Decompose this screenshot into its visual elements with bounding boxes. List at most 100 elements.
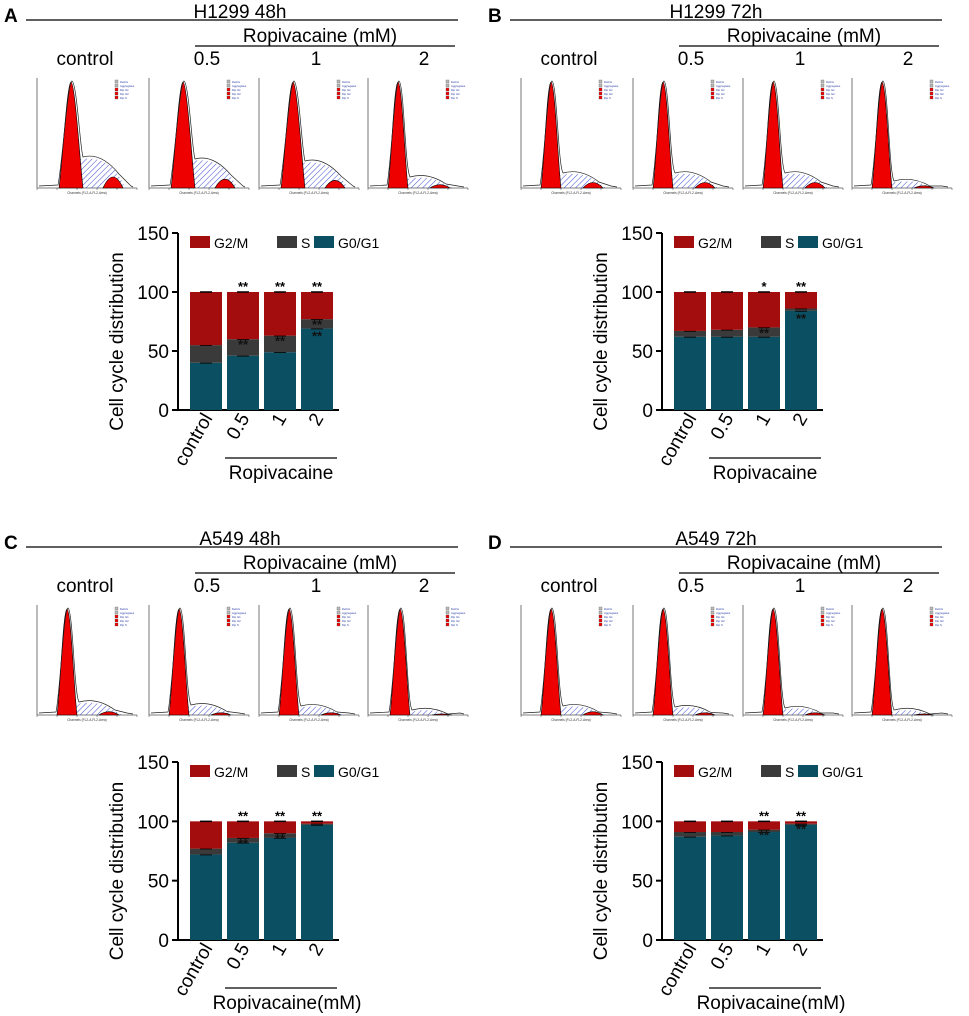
- drug-header: Ropivacaine (mM): [727, 26, 881, 47]
- hist-g2-peak: [913, 185, 935, 189]
- legend-label: S: [785, 235, 794, 251]
- y-tick-label: 0: [158, 401, 169, 422]
- bar-segment: [264, 335, 296, 353]
- hist-legend-swatch: [929, 618, 934, 623]
- legend-swatch: [674, 236, 694, 248]
- hist-outline: [260, 80, 356, 188]
- bar-segment: [674, 336, 706, 410]
- hist-legend-swatch: [598, 91, 603, 96]
- bar-segment: [227, 339, 259, 356]
- bar-segment: [748, 292, 780, 328]
- hist-legend-swatch: [114, 614, 119, 619]
- y-tick-label: 100: [137, 283, 169, 304]
- bar-segment: [674, 832, 706, 837]
- hist-legend-swatch: [445, 87, 450, 92]
- hist-legend-text: Dip S: [604, 96, 611, 100]
- hist-legend-text: Dip G2: [826, 619, 835, 623]
- y-axis-label: Cell cycle distribution: [591, 782, 612, 960]
- significance-mark: **: [275, 831, 286, 846]
- hist-g2-peak: [804, 182, 826, 189]
- bar-segment: [748, 832, 780, 940]
- hist-legend-swatch: [598, 79, 603, 84]
- hist-legend-swatch: [336, 610, 341, 615]
- hist-xlabel: Channels (FL2-A-FL2-Area): [289, 718, 329, 722]
- hist-outline: [744, 80, 840, 188]
- hist-label-conc: 2: [419, 49, 430, 70]
- hist-legend-swatch: [114, 83, 119, 88]
- hist-legend-swatch: [336, 91, 341, 96]
- hist-legend-swatch: [445, 610, 450, 615]
- panel-letter: A: [4, 6, 18, 27]
- x-group-label: Ropivacaine(mM): [213, 993, 362, 1014]
- hist-legend-swatch: [929, 79, 934, 84]
- hist-legend-swatch: [710, 91, 715, 96]
- hist-legend-text: Dip G1: [716, 88, 725, 92]
- hist-legend-swatch: [336, 95, 341, 100]
- y-tick-label: 0: [642, 931, 653, 952]
- hist-legend-text: Dip G2: [342, 92, 351, 96]
- panel-title: A549 72h: [675, 529, 756, 550]
- hist-xlabel: Channels (FL2-A-FL2-Area): [663, 191, 703, 195]
- hist-legend-text: Dip G1: [232, 615, 241, 619]
- hist-legend-swatch: [226, 79, 231, 84]
- hist-legend-swatch: [336, 606, 341, 611]
- significance-mark: **: [312, 808, 323, 823]
- hist-legend-swatch: [598, 95, 603, 100]
- x-tick-label: 1: [752, 410, 775, 430]
- hist-legend-text: Dip G1: [120, 615, 129, 619]
- hist-legend-swatch: [226, 83, 231, 88]
- hist-legend-text: Debris: [120, 80, 129, 84]
- hist-legend-text: Dip G2: [342, 619, 351, 623]
- bar-segment: [711, 821, 743, 833]
- bar-segment: [674, 821, 706, 833]
- drug-header: Ropivacaine (mM): [243, 26, 397, 47]
- x-tick-label: control: [171, 410, 218, 470]
- hist-outline: [853, 607, 949, 715]
- hist-label-control: control: [56, 49, 113, 70]
- y-tick-label: 50: [148, 872, 169, 893]
- hist-legend-text: Dip G1: [935, 88, 944, 92]
- hist-legend-text: Debris: [716, 80, 725, 84]
- legend-swatch: [190, 236, 210, 248]
- significance-mark: **: [275, 334, 286, 349]
- x-tick-label: 1: [268, 940, 291, 960]
- hist-legend-swatch: [445, 614, 450, 619]
- hist-xlabel: Channels (FL2-A-FL2-Area): [551, 718, 591, 722]
- significance-mark: **: [238, 279, 249, 294]
- hist-xlabel: Channels (FL2-A-FL2-Area): [67, 718, 107, 722]
- hist-legend-text: Dip G2: [451, 92, 460, 96]
- bar-segment: [301, 292, 333, 320]
- hist-legend-text: Debris: [935, 80, 944, 84]
- significance-mark: **: [312, 317, 323, 332]
- hist-legend-swatch: [114, 95, 119, 100]
- y-tick-label: 50: [148, 342, 169, 363]
- hist-legend-swatch: [710, 618, 715, 623]
- hist-g2-peak: [320, 712, 342, 716]
- hist-legend-text: Dip G1: [451, 88, 460, 92]
- hist-legend-swatch: [336, 614, 341, 619]
- significance-mark: **: [238, 808, 249, 823]
- bar-segment: [674, 330, 706, 337]
- hist-legend-swatch: [445, 606, 450, 611]
- bar-segment: [301, 328, 333, 410]
- hist-legend-swatch: [226, 622, 231, 627]
- hist-legend-text: Debris: [451, 80, 460, 84]
- hist-legend-swatch: [929, 622, 934, 627]
- legend-swatch: [761, 765, 781, 777]
- panel-title: H1299 72h: [670, 2, 763, 23]
- hist-legend-text: Aggregates: [451, 611, 466, 615]
- bar-segment: [785, 310, 817, 410]
- hist-legend-text: Aggregates: [342, 611, 357, 615]
- bar-segment: [748, 336, 780, 410]
- hist-legend-swatch: [445, 83, 450, 88]
- hist-legend-swatch: [710, 83, 715, 88]
- hist-g2-peak: [428, 184, 452, 189]
- hist-legend-text: Dip G2: [120, 619, 129, 623]
- hist-legend-swatch: [929, 95, 934, 100]
- hist-legend-text: Dip S: [826, 623, 833, 627]
- hist-legend-swatch: [929, 83, 934, 88]
